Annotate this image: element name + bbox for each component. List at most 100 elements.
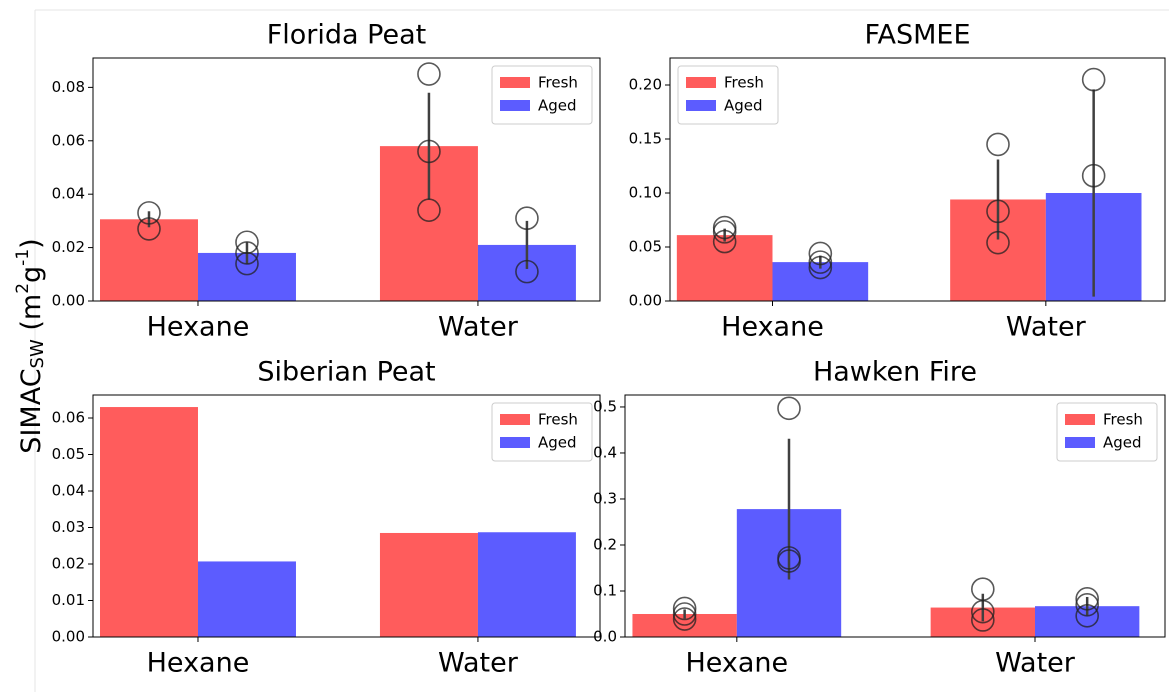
sample-point: [672, 602, 697, 626]
chart-title: FASMEE: [864, 20, 970, 51]
sample-point: [417, 139, 441, 164]
sample-point: [986, 230, 1010, 255]
sample-point: [712, 229, 737, 254]
legend-swatch: [500, 414, 530, 425]
legend-swatch: [500, 77, 530, 88]
sample-point: [515, 206, 539, 231]
sample-point: [1075, 592, 1099, 617]
y-tick-label: 0.0: [593, 628, 617, 646]
y-tick-label: 0.06: [52, 408, 85, 426]
y-axis-label: SIMACSW (m2g-1): [13, 238, 48, 453]
sample-point: [1081, 163, 1106, 188]
y-tick-label: 0.02: [52, 238, 85, 256]
legend-swatch: [1065, 437, 1095, 448]
bar: [477, 532, 576, 637]
x-tick-label: Water: [995, 648, 1076, 679]
sample-point: [986, 132, 1010, 157]
legend-swatch: [500, 100, 530, 111]
x-tick-label: Hexane: [147, 312, 250, 343]
sample-point: [417, 62, 441, 86]
legend-swatch: [500, 437, 530, 448]
sample-point: [672, 596, 697, 621]
y-tick-label: 0.08: [52, 78, 85, 96]
sample-point: [777, 549, 801, 573]
chart-title: Siberian Peat: [257, 357, 435, 388]
sample-point: [777, 396, 801, 421]
axes-frame: [624, 394, 1166, 638]
y-tick-label: 0.00: [52, 628, 85, 646]
x-tick-label: Water: [438, 312, 519, 343]
bar: [379, 532, 478, 637]
bar: [676, 235, 773, 301]
sample-point: [808, 241, 833, 266]
y-label-part: SIMAC: [16, 368, 47, 453]
chart-title: Hawken Fire: [813, 357, 977, 388]
y-tick-label: 0.10: [629, 184, 662, 202]
sample-point: [1075, 587, 1099, 611]
x-tick-label: Water: [1006, 312, 1087, 343]
bar: [99, 219, 198, 301]
x-tick-label: Hexane: [721, 312, 824, 343]
x-tick-label: Water: [438, 648, 519, 679]
axes-frame: [669, 57, 1166, 302]
sample-point: [672, 607, 697, 631]
legend-swatch: [1065, 414, 1095, 425]
sample-point: [808, 250, 833, 274]
axes-frame: [92, 394, 601, 638]
y-tick-label: 0.00: [52, 292, 85, 310]
y-tick-label: 0.5: [593, 397, 617, 415]
y-label-sub: SW: [27, 339, 48, 368]
legend-label: Aged: [1103, 434, 1142, 452]
sample-point: [235, 251, 259, 276]
y-tick-label: 0.3: [593, 489, 617, 507]
sample-point: [515, 259, 539, 284]
y-tick-label: 0.04: [52, 185, 85, 203]
y-tick-label: 0.06: [52, 131, 85, 149]
chart-title: Florida Peat: [267, 20, 426, 51]
bar: [197, 561, 296, 637]
legend-swatch: [686, 77, 716, 88]
sample-point: [986, 199, 1010, 224]
y-tick-label: 0.4: [593, 443, 617, 461]
y-tick-label: 0.01: [52, 591, 85, 609]
x-tick-label: Hexane: [685, 648, 788, 679]
sample-point: [971, 599, 995, 624]
y-tick-label: 0.05: [629, 238, 662, 256]
sample-point: [971, 608, 995, 632]
sample-point: [1075, 604, 1099, 628]
y-tick-label: 0.02: [52, 554, 85, 572]
y-tick-label: 0.00: [629, 292, 662, 310]
y-tick-label: 0.05: [52, 445, 85, 463]
y-tick-label: 0.20: [629, 76, 662, 94]
sample-point: [137, 201, 161, 225]
y-label-sup: -1: [13, 249, 33, 266]
legend-label: Fresh: [538, 74, 578, 92]
sample-point: [235, 241, 259, 265]
legend-label: Fresh: [1103, 411, 1143, 429]
legend-label: Aged: [538, 97, 577, 115]
sample-point: [417, 198, 441, 223]
y-tick-label: 0.15: [629, 130, 662, 148]
y-tick-label: 0.03: [52, 518, 85, 536]
y-tick-label: 0.04: [52, 481, 85, 499]
y-label-part: g: [16, 266, 47, 283]
sample-point: [808, 255, 833, 280]
y-tick-label: 0.1: [593, 581, 617, 599]
legend-label: Aged: [538, 434, 577, 452]
sample-point: [137, 217, 161, 241]
sample-point: [712, 215, 737, 240]
legend-label: Fresh: [538, 411, 578, 429]
x-tick-label: Hexane: [147, 648, 250, 679]
y-label-part: (m: [16, 294, 47, 339]
sample-point: [1081, 67, 1106, 92]
legend-label: Fresh: [724, 74, 764, 92]
y-label-sup: 2: [13, 283, 33, 294]
legend-label: Aged: [724, 97, 763, 115]
y-label-part: ): [16, 238, 47, 249]
sample-point: [712, 220, 737, 244]
axes-frame: [92, 57, 601, 302]
y-tick-label: 0.2: [593, 535, 617, 553]
legend-swatch: [686, 100, 716, 111]
bar: [99, 407, 198, 637]
